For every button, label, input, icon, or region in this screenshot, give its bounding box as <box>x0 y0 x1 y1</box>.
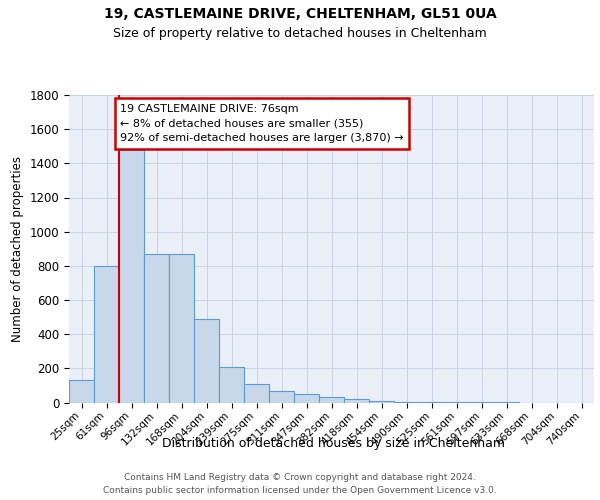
Text: Distribution of detached houses by size in Cheltenham: Distribution of detached houses by size … <box>161 438 505 450</box>
Bar <box>94 266 119 402</box>
Bar <box>169 254 194 402</box>
Bar <box>219 368 244 402</box>
Text: Contains public sector information licensed under the Open Government Licence v3: Contains public sector information licen… <box>103 486 497 495</box>
Bar <box>244 384 269 402</box>
Text: Size of property relative to detached houses in Cheltenham: Size of property relative to detached ho… <box>113 28 487 40</box>
Text: Contains HM Land Registry data © Crown copyright and database right 2024.: Contains HM Land Registry data © Crown c… <box>124 472 476 482</box>
Text: 19, CASTLEMAINE DRIVE, CHELTENHAM, GL51 0UA: 19, CASTLEMAINE DRIVE, CHELTENHAM, GL51 … <box>104 8 496 22</box>
Bar <box>319 396 344 402</box>
Bar <box>269 390 294 402</box>
Bar <box>194 319 219 402</box>
Text: 19 CASTLEMAINE DRIVE: 76sqm
← 8% of detached houses are smaller (355)
92% of sem: 19 CASTLEMAINE DRIVE: 76sqm ← 8% of deta… <box>120 104 404 143</box>
Bar <box>119 150 144 402</box>
Bar <box>69 380 94 402</box>
Bar <box>344 399 369 402</box>
Y-axis label: Number of detached properties: Number of detached properties <box>11 156 24 342</box>
Bar <box>369 401 394 402</box>
Bar <box>144 254 169 402</box>
Bar <box>294 394 319 402</box>
